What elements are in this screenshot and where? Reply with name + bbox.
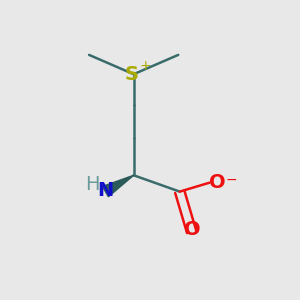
Polygon shape (102, 175, 134, 197)
Text: O: O (209, 173, 226, 192)
Text: N: N (97, 181, 113, 200)
Text: O: O (184, 220, 201, 239)
Text: H: H (85, 175, 99, 194)
Text: −: − (226, 173, 238, 187)
Text: +: + (139, 59, 151, 73)
Text: S: S (125, 65, 139, 84)
